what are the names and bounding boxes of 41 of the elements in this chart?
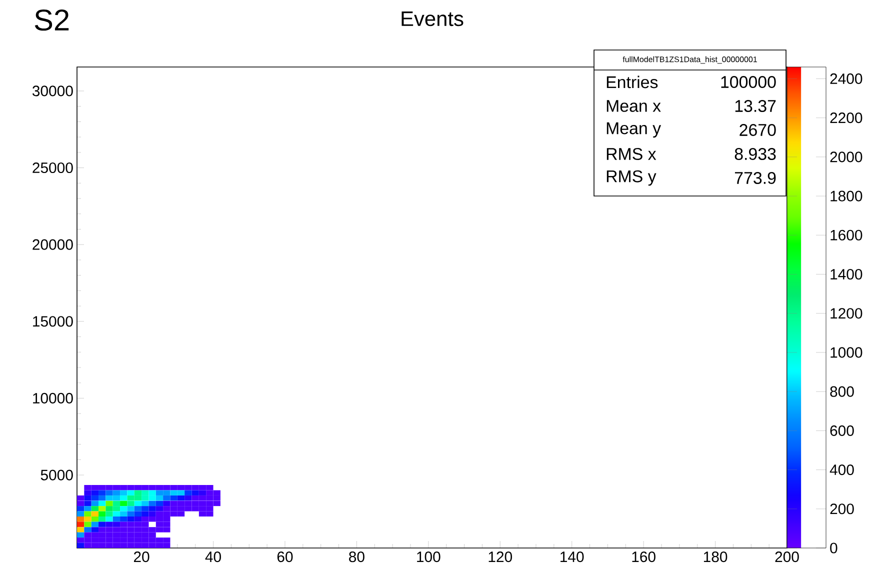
x-tick-label: 200 (775, 552, 799, 562)
color-bar-label: 2000 (830, 152, 862, 162)
annotation: 100000 (721, 76, 776, 88)
color-bar-label: 0 (830, 542, 838, 554)
annotation: RMS x (606, 148, 656, 160)
chart-title: Events (402, 12, 464, 26)
color-bar-label: 2400 (830, 73, 862, 84)
text: S2 (34, 10, 69, 31)
annotation: 773.9 (734, 172, 776, 184)
color-bar-label: 1400 (830, 268, 862, 280)
y-tick-label: 5000 (40, 470, 73, 480)
y-tick-label: 20000 (32, 239, 73, 250)
x-tick-label: 180 (704, 552, 728, 562)
x-tick-label: 80 (349, 552, 364, 562)
y-tick-label: 25000 (32, 162, 73, 174)
color-bar-label: 1200 (830, 308, 862, 319)
color-bar-label: 1600 (830, 230, 862, 240)
x-tick-label: 100 (417, 552, 440, 562)
y-tick-label: 30000 (32, 86, 73, 96)
y-tick-label: 10000 (33, 392, 73, 404)
annotation: 13.37 (735, 100, 776, 112)
annotation: RMS y (606, 170, 656, 186)
color-bar-label: 200 (830, 504, 854, 514)
x-tick-label: 120 (488, 552, 512, 562)
color-bar-label: 1800 (830, 190, 862, 202)
annotation: Mean x (606, 100, 661, 112)
color-bar-label: 600 (830, 425, 854, 436)
x-tick-label: 40 (205, 552, 221, 562)
color-bar-label: 1000 (830, 347, 862, 358)
x-tick-label: 20 (134, 552, 150, 562)
annotation: 8.933 (734, 148, 776, 160)
x-tick-label: 160 (632, 552, 656, 562)
x-tick-label: 60 (277, 552, 293, 562)
y-tick-label: 15000 (33, 316, 73, 327)
color-bar-label: 800 (830, 386, 854, 397)
color-bar-label: 2200 (830, 112, 862, 124)
annotation: Mean y (606, 122, 662, 138)
annotation: 2670 (740, 124, 776, 136)
x-tick-label: 140 (560, 552, 584, 562)
color-bar-label: 400 (830, 464, 854, 476)
annotation: Entries (606, 76, 658, 88)
